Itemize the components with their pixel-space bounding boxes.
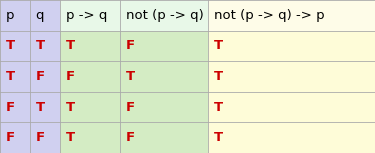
FancyBboxPatch shape <box>30 92 60 122</box>
Text: F: F <box>66 70 75 83</box>
FancyBboxPatch shape <box>120 92 208 122</box>
Text: T: T <box>214 101 223 114</box>
FancyBboxPatch shape <box>60 122 120 153</box>
Text: F: F <box>126 39 135 52</box>
FancyBboxPatch shape <box>208 122 375 153</box>
Text: T: T <box>214 70 223 83</box>
Text: T: T <box>126 70 135 83</box>
FancyBboxPatch shape <box>60 61 120 92</box>
Text: T: T <box>66 131 75 144</box>
Text: T: T <box>36 39 45 52</box>
Text: F: F <box>126 131 135 144</box>
Text: q: q <box>36 9 44 22</box>
FancyBboxPatch shape <box>120 122 208 153</box>
FancyBboxPatch shape <box>208 61 375 92</box>
FancyBboxPatch shape <box>120 31 208 61</box>
Text: T: T <box>36 101 45 114</box>
FancyBboxPatch shape <box>120 61 208 92</box>
Text: p -> q: p -> q <box>66 9 107 22</box>
Text: F: F <box>36 131 45 144</box>
FancyBboxPatch shape <box>0 92 30 122</box>
FancyBboxPatch shape <box>30 61 60 92</box>
Text: F: F <box>36 70 45 83</box>
Text: not (p -> q): not (p -> q) <box>126 9 203 22</box>
Text: T: T <box>66 39 75 52</box>
FancyBboxPatch shape <box>30 31 60 61</box>
FancyBboxPatch shape <box>208 92 375 122</box>
Text: T: T <box>214 131 223 144</box>
FancyBboxPatch shape <box>120 0 208 31</box>
FancyBboxPatch shape <box>60 31 120 61</box>
FancyBboxPatch shape <box>60 92 120 122</box>
FancyBboxPatch shape <box>30 0 60 31</box>
Text: F: F <box>6 101 15 114</box>
FancyBboxPatch shape <box>0 31 30 61</box>
FancyBboxPatch shape <box>60 0 120 31</box>
FancyBboxPatch shape <box>0 0 30 31</box>
Text: not (p -> q) -> p: not (p -> q) -> p <box>214 9 324 22</box>
FancyBboxPatch shape <box>0 61 30 92</box>
Text: p: p <box>6 9 14 22</box>
Text: F: F <box>126 101 135 114</box>
Text: T: T <box>6 70 15 83</box>
FancyBboxPatch shape <box>0 122 30 153</box>
FancyBboxPatch shape <box>30 122 60 153</box>
FancyBboxPatch shape <box>208 31 375 61</box>
Text: T: T <box>6 39 15 52</box>
Text: T: T <box>66 101 75 114</box>
Text: T: T <box>214 39 223 52</box>
Text: F: F <box>6 131 15 144</box>
FancyBboxPatch shape <box>208 0 375 31</box>
